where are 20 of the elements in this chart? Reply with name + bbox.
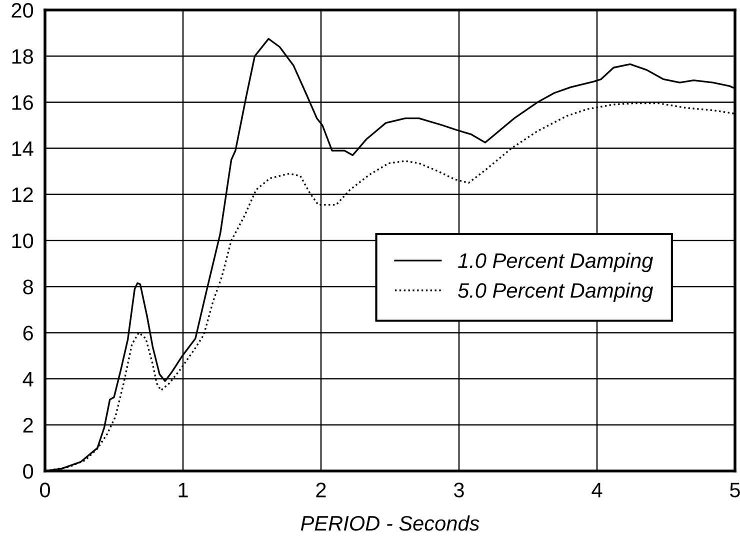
y-tick-label: 8: [23, 280, 33, 294]
x-axis-title: PERIOD - Seconds: [300, 515, 480, 531]
y-tick-label: 20: [12, 3, 34, 18]
y-tick-label: 0: [23, 464, 34, 479]
y-tick-label: 6: [23, 326, 33, 340]
x-tick-label: 5: [730, 482, 740, 498]
x-tick-label: 1: [178, 482, 188, 498]
legend-label: 5.0 Percent Damping: [458, 282, 654, 302]
x-tick-label: 4: [592, 482, 602, 498]
legend-label: 1.0 Percent Damping: [458, 252, 654, 272]
y-tick-label: 12: [12, 187, 33, 202]
x-tick-label: 0: [40, 482, 50, 498]
y-tick-label: 18: [12, 49, 33, 64]
y-tick-label: 10: [12, 234, 34, 248]
y-tick-label: 16: [12, 95, 33, 110]
x-tick-label: 2: [316, 482, 326, 498]
y-tick-label: 14: [12, 142, 34, 156]
y-tick-label: 2: [23, 418, 33, 432]
y-tick-label: 4: [22, 372, 34, 386]
x-tick-label: 3: [454, 482, 464, 498]
